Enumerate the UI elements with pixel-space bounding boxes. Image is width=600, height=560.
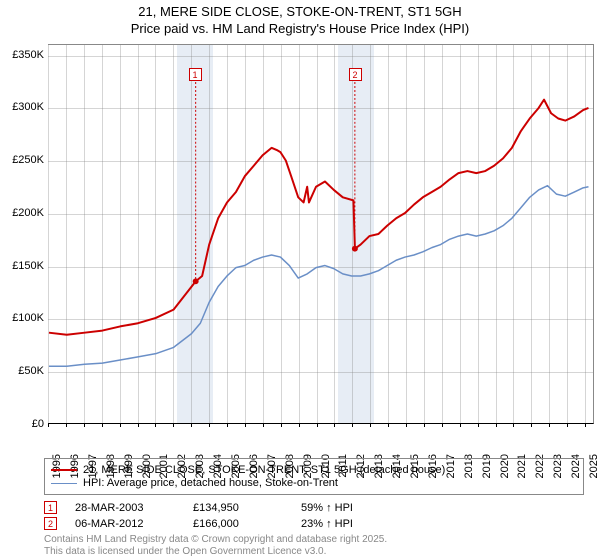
sale-price: £166,000 xyxy=(193,518,293,530)
chart-lines-svg xyxy=(48,45,593,423)
y-tick-label: £300K xyxy=(12,101,44,113)
series-line-price_paid xyxy=(49,100,589,335)
legend: 21, MERE SIDE CLOSE, STOKE-ON-TRENT, ST1… xyxy=(44,458,584,495)
y-tick-label: £100K xyxy=(12,312,44,324)
title-line-1: 21, MERE SIDE CLOSE, STOKE-ON-TRENT, ST1… xyxy=(0,4,600,21)
legend-label: 21, MERE SIDE CLOSE, STOKE-ON-TRENT, ST1… xyxy=(83,464,445,476)
x-tick-label: 2025 xyxy=(588,454,600,478)
title-line-2: Price paid vs. HM Land Registry's House … xyxy=(0,21,600,38)
legend-item: 21, MERE SIDE CLOSE, STOKE-ON-TRENT, ST1… xyxy=(51,464,577,476)
chart-plot-area: 12 xyxy=(48,44,594,424)
sale-marker: 1 xyxy=(189,68,202,81)
footnote: Contains HM Land Registry data © Crown c… xyxy=(44,534,387,558)
sale-price: £134,950 xyxy=(193,502,293,514)
y-tick-label: £50K xyxy=(18,365,44,377)
x-axis: 1995199619971998199920002001200220032004… xyxy=(48,426,594,456)
marker-point xyxy=(193,278,199,284)
sale-date: 06-MAR-2012 xyxy=(75,518,185,530)
footnote-line: Contains HM Land Registry data © Crown c… xyxy=(44,534,387,546)
legend-swatch xyxy=(51,469,77,471)
y-tick-label: £250K xyxy=(12,154,44,166)
y-tick-label: £200K xyxy=(12,207,44,219)
sale-marker-icon: 2 xyxy=(44,517,57,530)
sale-delta: 23% ↑ HPI xyxy=(301,518,391,530)
sale-row: 2 06-MAR-2012 £166,000 23% ↑ HPI xyxy=(44,517,584,530)
sale-delta: 59% ↑ HPI xyxy=(301,502,391,514)
legend-swatch xyxy=(51,483,77,484)
sale-date: 28-MAR-2003 xyxy=(75,502,185,514)
legend-item: HPI: Average price, detached house, Stok… xyxy=(51,477,577,489)
series-line-hpi xyxy=(49,186,589,367)
sale-marker-icon: 1 xyxy=(44,501,57,514)
y-tick-label: £150K xyxy=(12,260,44,272)
sale-row: 1 28-MAR-2003 £134,950 59% ↑ HPI xyxy=(44,501,584,514)
y-tick-label: £0 xyxy=(32,418,44,430)
sale-table: 1 28-MAR-2003 £134,950 59% ↑ HPI 2 06-MA… xyxy=(44,498,584,533)
y-axis: £0£50K£100K£150K£200K£250K£300K£350K xyxy=(0,44,46,424)
sale-marker: 2 xyxy=(349,68,362,81)
legend-label: HPI: Average price, detached house, Stok… xyxy=(83,477,338,489)
y-tick-label: £350K xyxy=(12,49,44,61)
footnote-line: This data is licensed under the Open Gov… xyxy=(44,546,387,558)
marker-point xyxy=(352,246,358,252)
chart-title-block: 21, MERE SIDE CLOSE, STOKE-ON-TRENT, ST1… xyxy=(0,0,600,38)
